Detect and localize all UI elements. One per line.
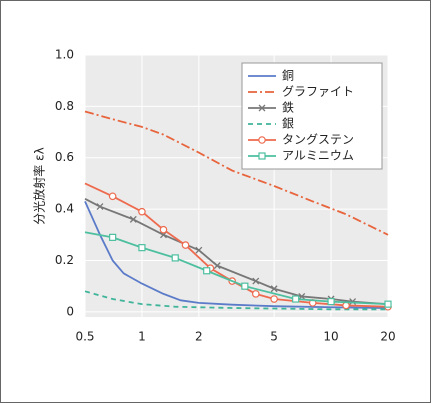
point xyxy=(109,233,117,241)
point xyxy=(384,300,392,308)
x-tick-label: 2 xyxy=(195,330,203,344)
point xyxy=(108,192,117,201)
point xyxy=(252,277,260,285)
point xyxy=(96,203,104,211)
x-tick-label: 10 xyxy=(323,330,338,344)
point xyxy=(181,241,190,249)
point xyxy=(203,267,211,275)
point xyxy=(213,262,221,270)
y-axis-label: 分光放射率 ελ xyxy=(32,147,47,224)
legend-label: 銀 xyxy=(282,117,294,131)
series-line xyxy=(84,182,389,308)
point xyxy=(270,285,278,293)
point xyxy=(159,225,168,234)
x-tick-label: 1 xyxy=(138,330,146,344)
legend-label: アルミニウム xyxy=(282,149,354,163)
point xyxy=(252,290,260,298)
y-tick-label: 0.6 xyxy=(55,150,74,164)
y-tick-label: 0.4 xyxy=(55,202,74,216)
x-tick-label: 0.5 xyxy=(75,330,94,344)
legend-label: タングステン xyxy=(282,133,354,147)
series-line xyxy=(84,290,388,311)
point xyxy=(292,295,300,303)
point xyxy=(171,254,179,262)
point xyxy=(241,282,249,290)
legend-marker xyxy=(258,104,266,112)
legend-marker xyxy=(258,152,266,160)
point xyxy=(138,244,146,252)
point xyxy=(129,215,137,223)
point xyxy=(327,297,335,306)
point xyxy=(270,295,278,303)
point xyxy=(349,298,357,306)
point xyxy=(138,207,146,216)
legend-label: グラファイト xyxy=(282,85,354,99)
legend-box xyxy=(241,62,383,170)
y-tick-label: 0 xyxy=(66,304,74,318)
point xyxy=(195,246,203,254)
y-tick-label: 1.0 xyxy=(55,48,74,62)
legend-label: 銅 xyxy=(282,69,294,83)
series-line xyxy=(84,201,389,309)
series-line xyxy=(84,110,389,236)
legend-label: 鉄 xyxy=(282,100,294,115)
x-tick-label: 5 xyxy=(270,330,278,344)
legend-marker xyxy=(258,136,266,144)
x-tick-label: 20 xyxy=(380,330,395,344)
y-tick-label: 0.8 xyxy=(55,99,74,113)
y-tick-label: 0.2 xyxy=(55,253,74,267)
